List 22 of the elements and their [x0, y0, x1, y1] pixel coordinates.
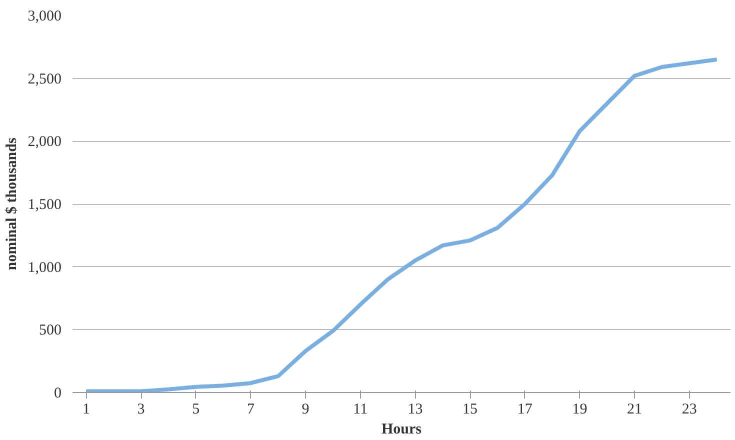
x-tick-label: 17	[517, 402, 533, 418]
y-tick-label: 2,500	[28, 71, 62, 88]
y-tick-label: 3,000	[28, 8, 62, 24]
y-tick-label: 2,000	[28, 134, 62, 150]
x-tick-label: 9	[302, 402, 310, 418]
y-tick-label: 0	[54, 386, 62, 402]
x-tick-label: 11	[353, 402, 368, 418]
x-tick-label: 21	[627, 402, 642, 418]
x-tick-label: 13	[408, 402, 423, 418]
x-axis-title: Hours	[382, 422, 422, 438]
x-tick-label: 19	[572, 402, 588, 418]
x-tick-label: 1	[82, 402, 90, 418]
x-tick-label: 7	[246, 402, 255, 418]
x-tick-label: 3	[137, 402, 145, 418]
y-tick-label: 1,500	[28, 197, 62, 213]
x-tick-label: 23	[682, 402, 697, 418]
line-series	[84, 57, 719, 392]
y-tick-label: 1,000	[28, 260, 62, 276]
y-axis-title: nominal $ thousands	[4, 138, 20, 270]
x-tick-label: 15	[462, 402, 478, 418]
x-tick-label: 5	[192, 402, 200, 418]
y-tick-label: 500	[39, 322, 62, 339]
